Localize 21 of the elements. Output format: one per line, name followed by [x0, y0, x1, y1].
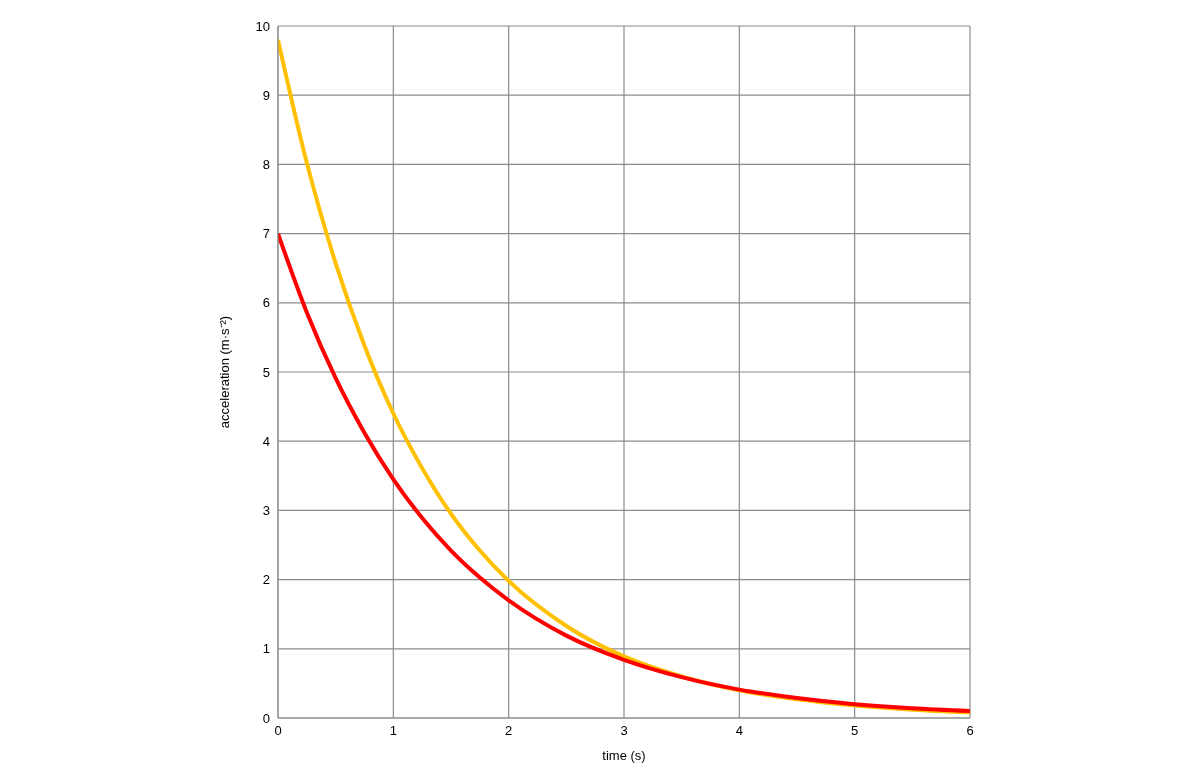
y-tick-label: 1	[262, 641, 270, 657]
y-tick-label: 8	[262, 157, 270, 173]
y-tick-label: 10	[255, 18, 270, 34]
y-tick-label: 0	[262, 710, 270, 726]
x-tick-label: 5	[851, 723, 859, 739]
y-tick-label: 6	[262, 295, 270, 311]
x-tick-label: 6	[966, 723, 974, 739]
y-tick-label: 4	[262, 433, 270, 449]
y-axis-title: acceleration (m·s⁻²)	[216, 315, 232, 429]
y-tick-label: 3	[262, 503, 270, 519]
y-tick-label: 9	[262, 87, 270, 103]
x-tick-label: 1	[389, 723, 397, 739]
x-tick-label: 3	[620, 723, 628, 739]
x-tick-label: 4	[735, 723, 743, 739]
x-tick-label: 0	[274, 723, 282, 739]
x-tick-label: 2	[505, 723, 513, 739]
x-axis-title: time (s)	[602, 748, 646, 763]
y-tick-label: 7	[262, 226, 270, 242]
y-tick-label: 5	[262, 364, 270, 380]
y-tick-label: 2	[262, 572, 270, 588]
line-series	[278, 231, 970, 714]
